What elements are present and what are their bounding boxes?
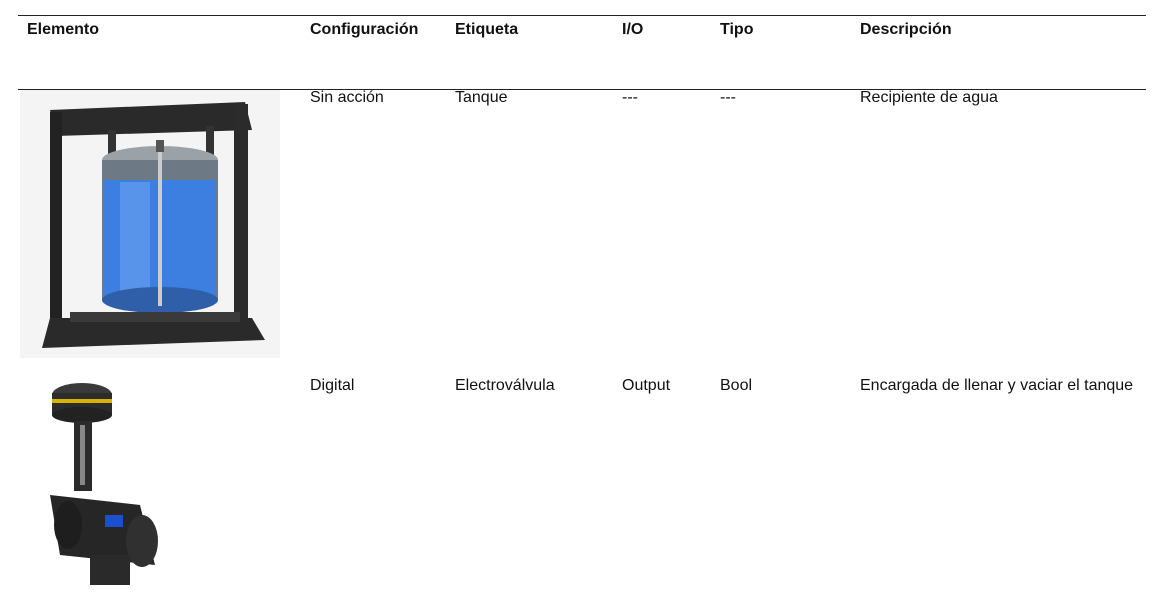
cell: Recipiente de agua	[860, 89, 998, 106]
header-cell: Tipo	[720, 21, 754, 38]
header-cell: I/O	[622, 21, 644, 38]
cell: ---	[720, 89, 736, 106]
valve-image	[50, 383, 158, 585]
cell: ---	[622, 89, 638, 106]
tank-image	[20, 90, 280, 358]
header-cell: Descripción	[860, 21, 952, 38]
cell: Tanque	[455, 89, 508, 106]
header-cell: Configuración	[310, 21, 419, 38]
cell: Output	[622, 377, 671, 394]
table-top-rule	[18, 15, 1146, 16]
cell: Encargada de llenar y vaciar el tanque	[860, 377, 1134, 394]
header-rule	[18, 89, 1146, 90]
cell: Electroválvula	[455, 377, 555, 394]
cell: Digital	[310, 377, 355, 394]
cell: Sin acción	[310, 89, 384, 106]
header-cell: Elemento	[27, 21, 100, 38]
cell: Bool	[720, 377, 753, 394]
header-cell: Etiqueta	[455, 21, 519, 38]
